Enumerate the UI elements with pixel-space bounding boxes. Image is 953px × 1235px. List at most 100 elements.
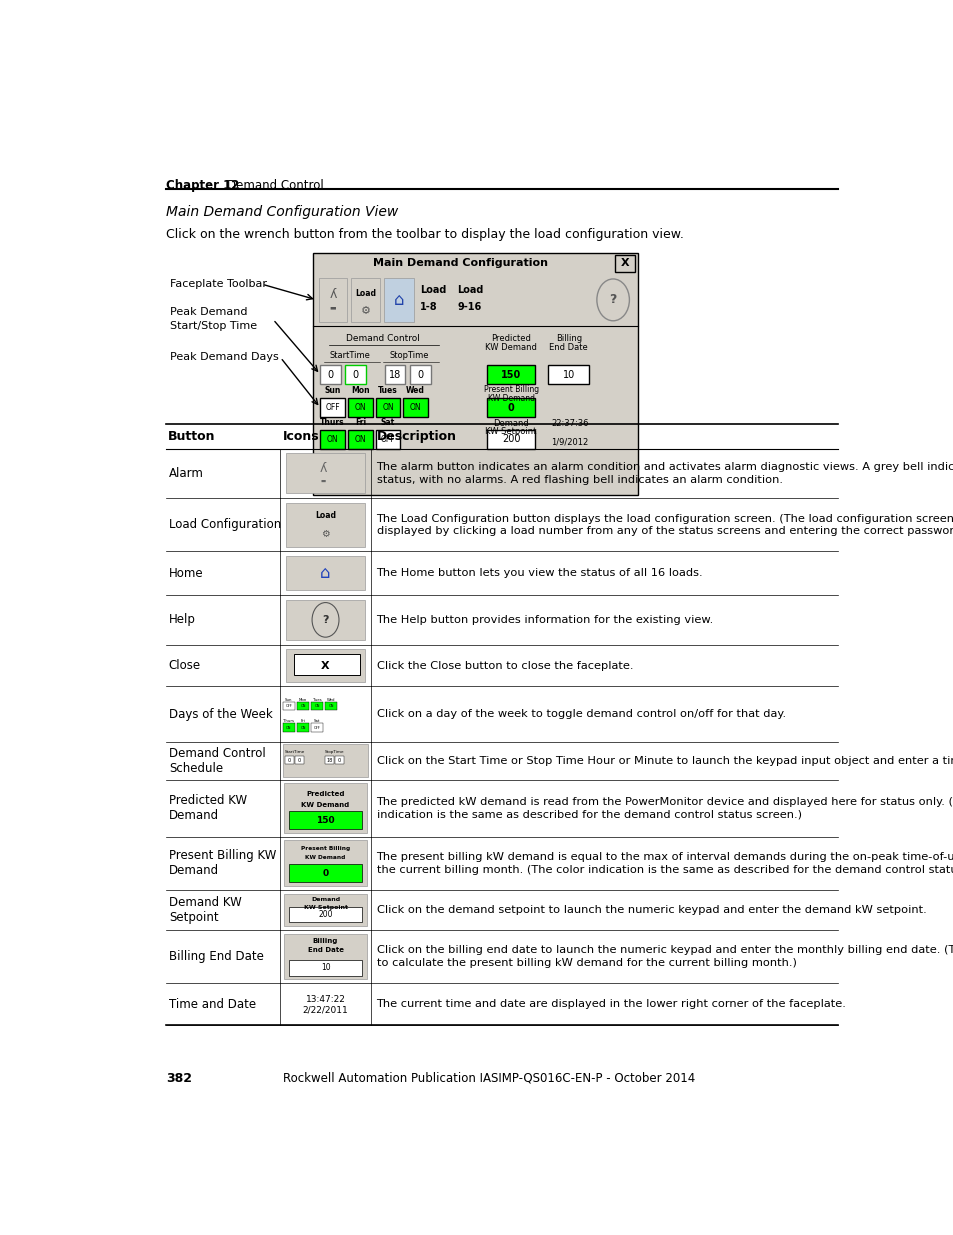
- Text: Sun: Sun: [285, 698, 293, 701]
- FancyBboxPatch shape: [487, 366, 535, 384]
- FancyBboxPatch shape: [375, 430, 400, 448]
- Text: Load: Load: [355, 289, 375, 298]
- Text: Load Configuration: Load Configuration: [169, 519, 281, 531]
- Text: ʎ: ʎ: [329, 288, 336, 300]
- Text: Description: Description: [376, 430, 456, 443]
- Text: Close: Close: [169, 659, 201, 672]
- FancyBboxPatch shape: [284, 934, 367, 979]
- Text: ?: ?: [322, 615, 329, 625]
- FancyBboxPatch shape: [286, 650, 364, 682]
- Text: ON: ON: [355, 435, 366, 443]
- Text: KW Setpoint: KW Setpoint: [485, 427, 537, 436]
- Text: Thurs: Thurs: [283, 720, 294, 724]
- Text: 0: 0: [353, 369, 358, 379]
- Text: StopTime: StopTime: [389, 351, 429, 359]
- Text: 13:47:22: 13:47:22: [305, 994, 345, 1004]
- Text: The Help button provides information for the existing view.: The Help button provides information for…: [376, 615, 713, 625]
- Text: 200: 200: [318, 910, 333, 919]
- Text: Mon: Mon: [298, 698, 307, 701]
- Text: Load: Load: [314, 511, 335, 520]
- FancyBboxPatch shape: [294, 756, 304, 764]
- Text: StartTime: StartTime: [285, 750, 305, 753]
- Text: KW Setpoint: KW Setpoint: [303, 905, 347, 910]
- Text: Sat: Sat: [314, 720, 320, 724]
- Text: 10: 10: [562, 369, 575, 379]
- Text: 0: 0: [322, 869, 328, 878]
- Text: 10: 10: [320, 963, 330, 972]
- FancyBboxPatch shape: [487, 399, 535, 417]
- FancyBboxPatch shape: [320, 399, 344, 417]
- Text: Present Billing KW
Demand: Present Billing KW Demand: [169, 850, 275, 877]
- Text: 18: 18: [389, 369, 400, 379]
- Text: 9-16: 9-16: [456, 301, 481, 311]
- FancyBboxPatch shape: [289, 811, 361, 829]
- Text: Demand: Demand: [493, 419, 528, 427]
- Text: Demand Control: Demand Control: [346, 333, 419, 342]
- Text: 22:37:36: 22:37:36: [551, 419, 588, 427]
- Text: StartTime: StartTime: [329, 351, 370, 359]
- FancyBboxPatch shape: [289, 906, 361, 923]
- Text: Billing: Billing: [556, 333, 581, 342]
- Text: ON: ON: [328, 704, 334, 708]
- Text: Present Billing: Present Billing: [300, 846, 350, 851]
- Text: 0: 0: [507, 403, 514, 412]
- Text: Time and Date: Time and Date: [169, 998, 255, 1010]
- FancyBboxPatch shape: [289, 864, 361, 882]
- FancyBboxPatch shape: [313, 253, 638, 495]
- Text: Peak Demand Days: Peak Demand Days: [170, 352, 278, 362]
- Text: ʎ: ʎ: [319, 462, 327, 475]
- FancyBboxPatch shape: [335, 756, 344, 764]
- Text: Predicted: Predicted: [306, 790, 344, 797]
- Text: 18: 18: [326, 757, 332, 763]
- Text: Click on the Start Time or Stop Time Hour or Minute to launch the keypad input o: Click on the Start Time or Stop Time Hou…: [376, 756, 953, 766]
- Text: Demand Control: Demand Control: [227, 179, 324, 191]
- Circle shape: [597, 279, 629, 321]
- Text: ON: ON: [326, 435, 338, 443]
- Text: Rockwell Automation Publication IASIMP-QS016C-EN-P - October 2014: Rockwell Automation Publication IASIMP-Q…: [282, 1072, 695, 1084]
- Text: Click on the billing end date to launch the numeric keypad and enter the monthly: Click on the billing end date to launch …: [376, 945, 953, 968]
- FancyBboxPatch shape: [282, 745, 368, 777]
- FancyBboxPatch shape: [351, 278, 379, 322]
- Text: OFF: OFF: [314, 726, 320, 730]
- Text: Faceplate Toolbar: Faceplate Toolbar: [170, 279, 266, 289]
- Text: Fri: Fri: [355, 417, 366, 427]
- Text: ▬: ▬: [320, 478, 326, 484]
- Text: 1/9/2012: 1/9/2012: [551, 437, 588, 447]
- Text: ON: ON: [409, 404, 420, 412]
- Text: Main Demand Configuration: Main Demand Configuration: [373, 258, 548, 268]
- FancyBboxPatch shape: [324, 701, 337, 710]
- FancyBboxPatch shape: [289, 961, 361, 976]
- Text: OFF: OFF: [285, 704, 292, 708]
- FancyBboxPatch shape: [284, 783, 367, 832]
- Text: ON: ON: [300, 704, 305, 708]
- Text: OFF: OFF: [325, 404, 339, 412]
- Text: OFF: OFF: [380, 435, 395, 443]
- Text: ON: ON: [300, 726, 305, 730]
- Text: ▬: ▬: [330, 305, 335, 310]
- Text: Demand: Demand: [311, 898, 339, 903]
- Text: 382: 382: [166, 1072, 192, 1084]
- Text: The Home button lets you view the status of all 16 loads.: The Home button lets you view the status…: [376, 568, 702, 578]
- Text: Sun: Sun: [324, 387, 340, 395]
- FancyBboxPatch shape: [286, 503, 364, 547]
- FancyBboxPatch shape: [383, 278, 413, 322]
- FancyBboxPatch shape: [296, 701, 309, 710]
- FancyBboxPatch shape: [311, 701, 323, 710]
- Text: Predicted KW
Demand: Predicted KW Demand: [169, 794, 247, 823]
- Text: Billing: Billing: [313, 937, 338, 944]
- Text: 2/22/2011: 2/22/2011: [302, 1005, 348, 1015]
- Text: Icons: Icons: [282, 430, 319, 443]
- Text: Days of the Week: Days of the Week: [169, 708, 273, 720]
- Text: Alarm: Alarm: [169, 467, 203, 480]
- Text: KW Demand: KW Demand: [487, 394, 534, 403]
- Text: The present billing kW demand is equal to the max of interval demands during the: The present billing kW demand is equal t…: [376, 852, 953, 874]
- FancyBboxPatch shape: [286, 600, 364, 640]
- Text: ON: ON: [286, 726, 292, 730]
- FancyBboxPatch shape: [487, 430, 535, 448]
- FancyBboxPatch shape: [296, 724, 309, 732]
- Text: ⌂: ⌂: [393, 291, 403, 309]
- Text: Peak Demand: Peak Demand: [170, 306, 247, 316]
- Text: Click on the wrench button from the toolbar to display the load configuration vi: Click on the wrench button from the tool…: [166, 228, 683, 241]
- Text: 0: 0: [327, 369, 334, 379]
- Text: Demand Control
Schedule: Demand Control Schedule: [169, 747, 265, 774]
